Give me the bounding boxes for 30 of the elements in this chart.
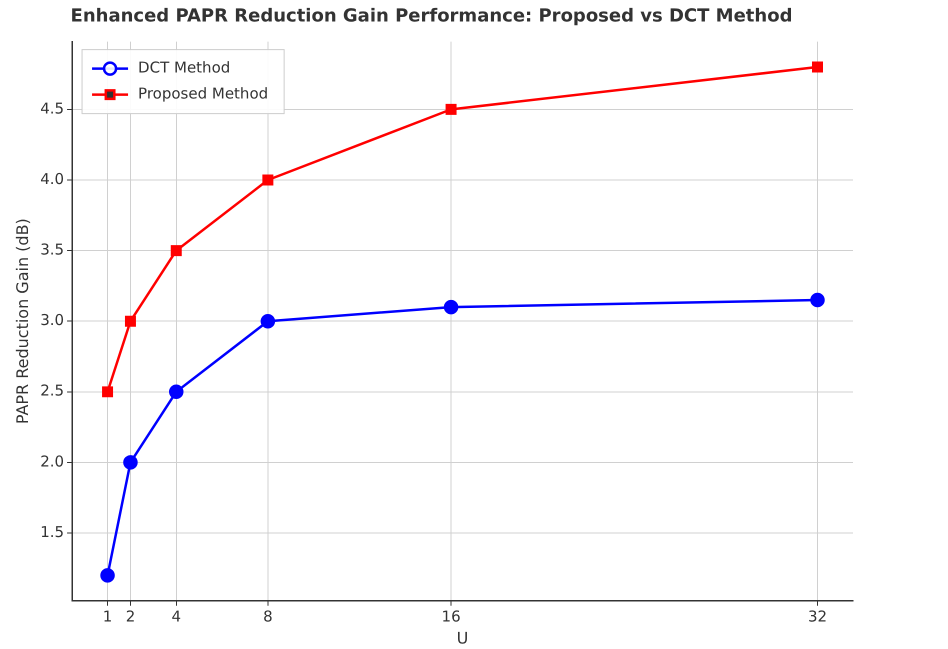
- point: [446, 104, 457, 115]
- point: [812, 62, 823, 73]
- x-tick-label: 2: [126, 608, 136, 626]
- point: [102, 386, 114, 398]
- x-tick-label: 1: [102, 608, 112, 626]
- y-tick-label: 2.0: [40, 452, 64, 470]
- point: [124, 316, 136, 327]
- x-tick-label: 16: [442, 608, 461, 626]
- y-axis-title: PAPR Reduction Gain (dB): [12, 218, 32, 424]
- y-tick-label: 4.0: [40, 170, 64, 188]
- point: [260, 314, 276, 328]
- point: [444, 300, 458, 314]
- point: [100, 568, 115, 583]
- x-tick-label: 32: [808, 608, 828, 626]
- y-tick-label: 2.5: [40, 382, 64, 400]
- point: [262, 174, 274, 186]
- x-tick-label: 8: [263, 608, 273, 626]
- point: [170, 245, 182, 256]
- point: [810, 292, 825, 308]
- y-tick-label: 4.5: [40, 99, 64, 118]
- chart-title: Enhanced PAPR Reduction Gain Performance: Proposed vs DCT Method: [70, 5, 792, 26]
- x-tick-label: 4: [171, 608, 182, 626]
- legend-label: DCT Method: [138, 58, 230, 76]
- x-axis-title: U: [456, 628, 468, 648]
- point: [169, 384, 184, 400]
- point: [123, 455, 138, 470]
- legend-label: Proposed Method: [138, 84, 268, 102]
- y-tick-label: 3.0: [40, 311, 64, 330]
- y-tick-label: 3.5: [40, 240, 64, 258]
- y-tick-label: 1.5: [40, 522, 64, 541]
